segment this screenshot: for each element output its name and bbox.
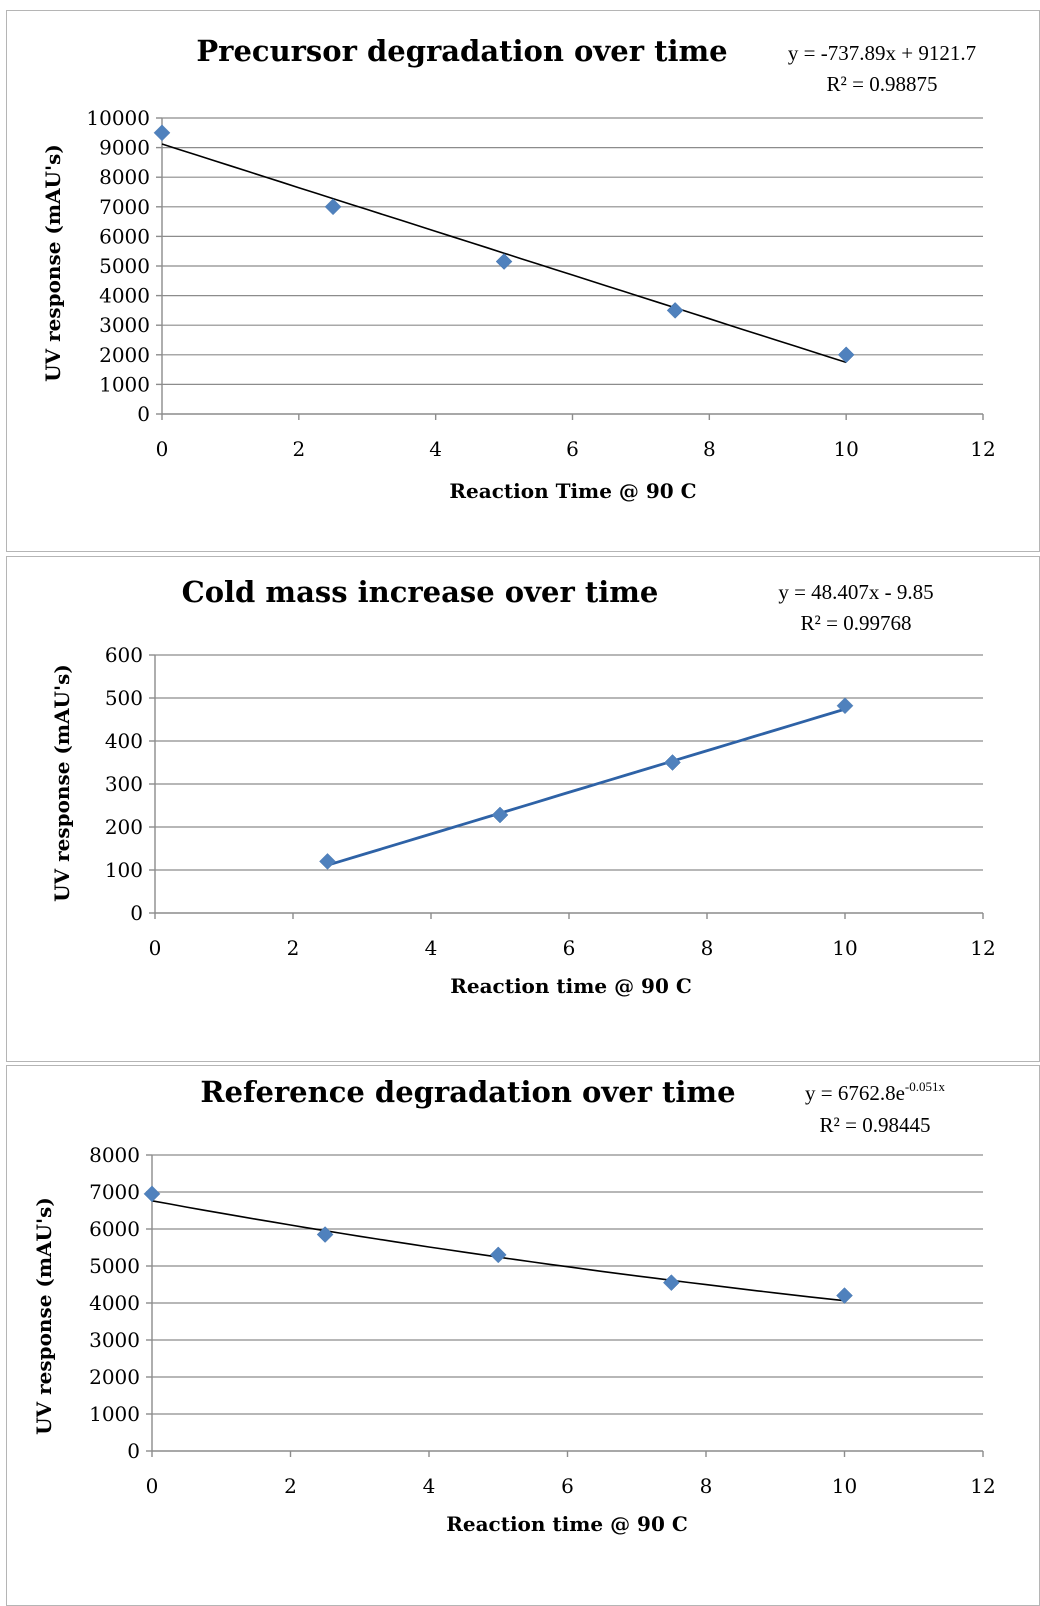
data-point bbox=[319, 853, 336, 870]
y-tick-label: 5000 bbox=[99, 254, 150, 278]
x-tick-label: 6 bbox=[566, 437, 579, 461]
trendline bbox=[161, 143, 847, 364]
trendline-r2: R² = 0.98875 bbox=[827, 72, 938, 96]
data-point bbox=[663, 1274, 680, 1292]
chart-title: Cold mass increase over time bbox=[182, 575, 659, 609]
x-tick-label: 6 bbox=[561, 1474, 574, 1498]
y-tick-label: 9000 bbox=[99, 136, 150, 160]
chart-svg: Precursor degradation over time y = -737… bbox=[41, 34, 996, 503]
y-axis-label: UV response (mAU's) bbox=[50, 664, 74, 902]
chart-panel-cold-mass: Cold mass increase over time y = 48.407x… bbox=[6, 556, 1040, 1062]
data-point bbox=[143, 1185, 161, 1203]
y-tick-label: 1000 bbox=[99, 372, 150, 396]
x-tick-label: 8 bbox=[700, 1474, 713, 1498]
y-tick-label: 0 bbox=[130, 901, 143, 925]
y-tick-label: 4000 bbox=[99, 284, 150, 308]
trendline bbox=[327, 707, 846, 867]
y-tick-label: 300 bbox=[105, 772, 143, 796]
data-point bbox=[324, 198, 342, 216]
chart-panel-reference: Reference degradation over time y = 6762… bbox=[6, 1065, 1040, 1606]
data-point bbox=[153, 124, 171, 142]
y-tick-label: 3000 bbox=[89, 1328, 140, 1352]
data-point bbox=[836, 1287, 853, 1304]
data-point bbox=[664, 754, 681, 771]
x-axis-label: Reaction time @ 90 C bbox=[450, 974, 692, 998]
chart-svg: Cold mass increase over time y = 48.407x… bbox=[50, 575, 996, 998]
y-tick-label: 200 bbox=[105, 815, 143, 839]
y-tick-label: 1000 bbox=[89, 1402, 140, 1426]
x-tick-label: 10 bbox=[833, 437, 858, 461]
x-tick-label: 8 bbox=[703, 437, 716, 461]
y-tick-label: 6000 bbox=[89, 1217, 140, 1241]
x-tick-label: 2 bbox=[292, 437, 305, 461]
trendline-equation: y = -737.89x + 9121.7 bbox=[788, 41, 976, 65]
x-tick-label: 12 bbox=[970, 437, 995, 461]
chart-panel-precursor: Precursor degradation over time y = -737… bbox=[6, 10, 1040, 552]
x-tick-label: 10 bbox=[832, 936, 857, 960]
y-axis-label: UV response (mAU's) bbox=[32, 1197, 56, 1435]
y-tick-label: 6000 bbox=[99, 224, 150, 248]
y-tick-label: 0 bbox=[127, 1439, 140, 1463]
y-tick-label: 5000 bbox=[89, 1254, 140, 1278]
y-tick-label: 2000 bbox=[89, 1365, 140, 1389]
data-point bbox=[491, 806, 509, 824]
y-axis-label: UV response (mAU's) bbox=[41, 144, 65, 382]
x-tick-label: 0 bbox=[156, 437, 169, 461]
chart-title: Precursor degradation over time bbox=[196, 34, 727, 68]
data-point bbox=[837, 346, 855, 364]
y-tick-label: 4000 bbox=[89, 1291, 140, 1315]
x-tick-label: 12 bbox=[970, 1474, 995, 1498]
x-tick-label: 2 bbox=[284, 1474, 297, 1498]
x-tick-label: 4 bbox=[425, 936, 438, 960]
data-point bbox=[836, 697, 854, 715]
data-point bbox=[489, 1246, 507, 1264]
chart-title: Reference degradation over time bbox=[200, 1075, 735, 1109]
chart-svg: Reference degradation over time y = 6762… bbox=[32, 1075, 996, 1536]
x-tick-label: 2 bbox=[287, 936, 300, 960]
trendline-r2: R² = 0.98445 bbox=[820, 1113, 931, 1137]
y-tick-label: 3000 bbox=[99, 313, 150, 337]
x-tick-label: 10 bbox=[832, 1474, 857, 1498]
y-tick-label: 10000 bbox=[86, 106, 150, 130]
y-tick-label: 7000 bbox=[99, 195, 150, 219]
y-tick-label: 8000 bbox=[89, 1143, 140, 1167]
trendline-equation: y = 6762.8e-0.051x bbox=[805, 1079, 946, 1105]
data-point bbox=[316, 1226, 334, 1243]
y-tick-label: 600 bbox=[105, 643, 143, 667]
x-tick-label: 12 bbox=[970, 936, 995, 960]
trendline-r2: R² = 0.99768 bbox=[801, 611, 912, 635]
data-point bbox=[666, 302, 684, 319]
y-tick-label: 500 bbox=[105, 686, 143, 710]
data-point bbox=[495, 253, 513, 270]
y-tick-label: 8000 bbox=[99, 165, 150, 189]
x-tick-label: 4 bbox=[423, 1474, 436, 1498]
x-tick-label: 4 bbox=[429, 437, 442, 461]
y-tick-label: 0 bbox=[137, 402, 150, 426]
x-axis-label: Reaction Time @ 90 C bbox=[449, 479, 696, 503]
x-tick-label: 0 bbox=[149, 936, 162, 960]
x-axis-label: Reaction time @ 90 C bbox=[446, 1512, 688, 1536]
x-tick-label: 6 bbox=[563, 936, 576, 960]
trendline-equation: y = 48.407x - 9.85 bbox=[778, 580, 933, 604]
y-tick-label: 100 bbox=[105, 858, 143, 882]
y-tick-label: 7000 bbox=[89, 1180, 140, 1204]
x-tick-label: 8 bbox=[701, 936, 714, 960]
y-tick-label: 2000 bbox=[99, 343, 150, 367]
y-tick-label: 400 bbox=[105, 729, 143, 753]
x-tick-label: 0 bbox=[146, 1474, 159, 1498]
